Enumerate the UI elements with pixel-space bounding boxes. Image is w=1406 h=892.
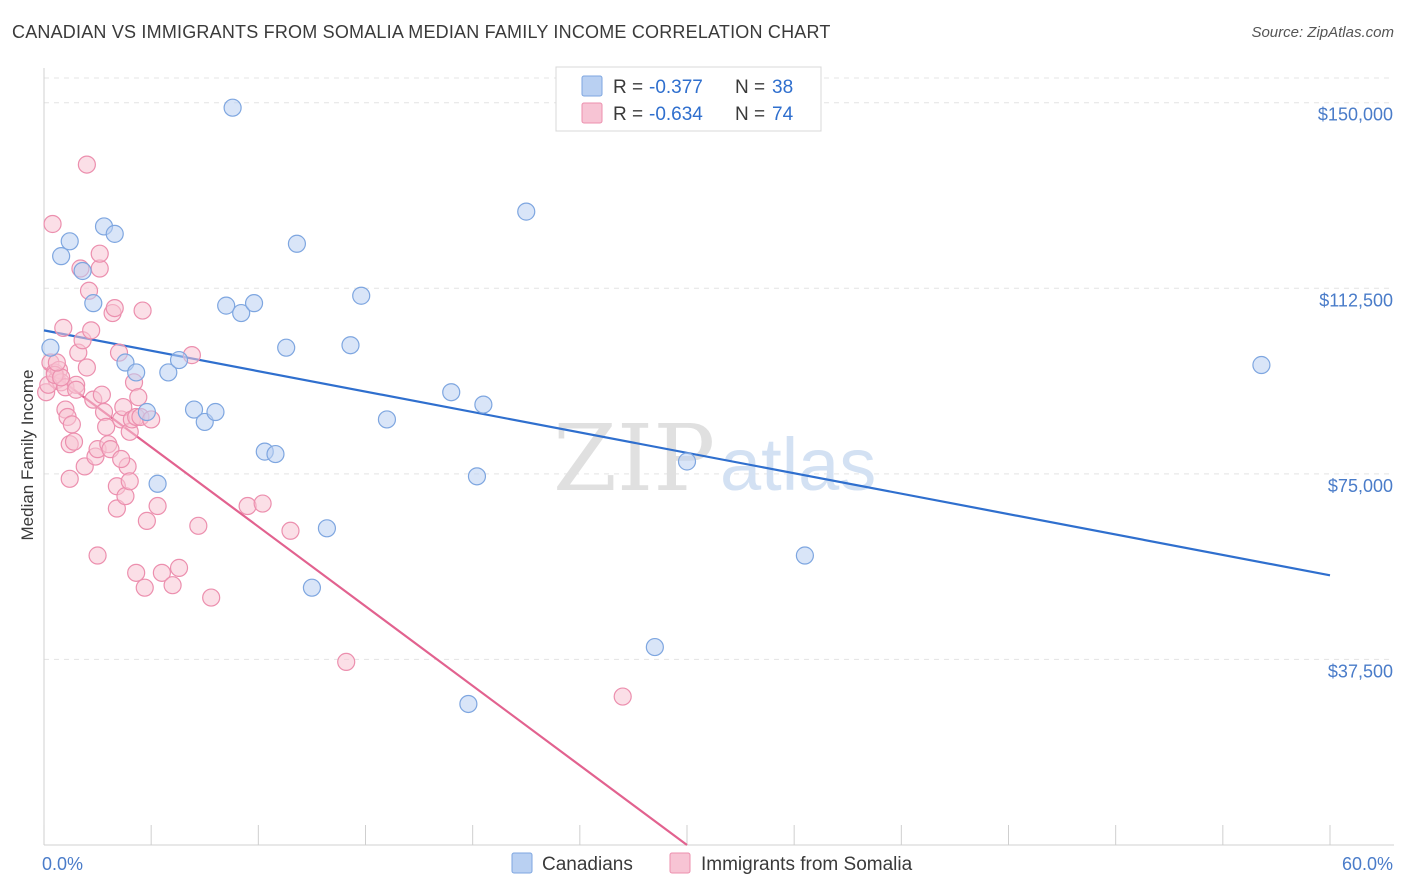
legend-swatch-somalia (581, 102, 603, 124)
legend: R = -0.377 N = 38 R = -0.634 N = 74 (555, 66, 822, 132)
point-somalia (62, 415, 81, 434)
y-tick-label: $75,000 (1328, 476, 1393, 496)
legend-n-value-1: 38 (772, 77, 793, 98)
point-canadians (277, 338, 296, 357)
y-tick-label: $150,000 (1318, 105, 1393, 125)
legend-r-value-1: -0.377 (649, 77, 703, 98)
point-somalia (281, 521, 300, 540)
point-canadians (677, 452, 697, 471)
point-canadians (217, 296, 236, 315)
point-canadians (459, 694, 478, 714)
point-somalia (169, 558, 189, 577)
trend-line-somalia (43, 366, 688, 846)
point-somalia (337, 652, 356, 672)
point-somalia (82, 321, 101, 340)
point-canadians (223, 98, 242, 117)
source-label: Source: ZipAtlas.com (1251, 24, 1394, 41)
point-somalia (112, 449, 131, 469)
point-somalia (114, 397, 133, 417)
point-canadians (60, 232, 79, 251)
y-tick-label: $37,500 (1328, 661, 1393, 681)
point-somalia (107, 499, 126, 518)
point-somalia (60, 469, 79, 488)
point-canadians (169, 350, 189, 370)
point-canadians (341, 336, 360, 355)
legend-n-value-2: 74 (772, 104, 794, 125)
point-somalia (127, 563, 146, 582)
point-canadians (645, 637, 664, 657)
point-canadians (266, 444, 285, 464)
bottom-legend-canadians: Canadians (542, 854, 633, 875)
point-somalia (64, 432, 84, 451)
point-somalia (253, 494, 272, 513)
point-somalia (202, 588, 221, 607)
chart-title: CANADIAN VS IMMIGRANTS FROM SOMALIA MEDI… (12, 22, 831, 42)
point-somalia (43, 214, 62, 234)
x-tick-label-max: 60.0% (1342, 854, 1393, 874)
point-canadians (184, 400, 204, 419)
point-somalia (152, 563, 171, 582)
point-canadians (517, 202, 536, 221)
point-canadians (137, 402, 156, 422)
point-canadians (232, 303, 251, 323)
point-somalia (133, 301, 152, 320)
point-canadians (795, 546, 814, 565)
point-somalia (67, 380, 86, 399)
point-somalia (120, 472, 139, 491)
legend-swatch-canadians (581, 75, 603, 97)
legend-r-label-1: R = (613, 77, 643, 98)
point-somalia (90, 244, 109, 263)
point-canadians (105, 224, 124, 243)
point-canadians (206, 402, 225, 422)
legend-r-value-2: -0.634 (649, 104, 703, 125)
point-canadians (148, 474, 167, 493)
point-somalia (54, 318, 73, 337)
point-somalia (92, 385, 111, 404)
point-somalia (94, 402, 114, 422)
data-points (37, 98, 1271, 714)
point-canadians (377, 410, 397, 429)
point-somalia (189, 516, 208, 535)
y-tick-label: $112,500 (1319, 290, 1393, 310)
point-somalia (163, 576, 182, 595)
point-canadians (442, 383, 461, 402)
bottom-legend-swatch-canadians (511, 852, 533, 874)
legend-n-label-1: N = (735, 77, 765, 98)
point-canadians (84, 294, 103, 313)
bottom-legend-swatch-somalia (669, 852, 691, 874)
legend-r-label-2: R = (613, 104, 643, 125)
point-somalia (129, 388, 148, 407)
point-somalia (105, 299, 124, 318)
x-tick-label-min: 0.0% (42, 854, 83, 874)
point-somalia (137, 511, 156, 530)
point-somalia (97, 417, 116, 436)
bottom-legend-somalia: Immigrants from Somalia (701, 854, 913, 875)
point-canadians (127, 363, 146, 382)
point-canadians (287, 234, 307, 253)
point-somalia (77, 358, 96, 377)
point-canadians (302, 578, 322, 597)
point-canadians (73, 261, 92, 281)
point-somalia (148, 496, 167, 516)
point-canadians (41, 338, 60, 357)
legend-n-label-2: N = (735, 104, 765, 125)
point-canadians (352, 286, 371, 305)
y-axis-label: Median Family Income (18, 369, 37, 540)
point-canadians (474, 395, 493, 414)
point-somalia (135, 578, 154, 597)
point-somalia (238, 496, 257, 516)
point-canadians (159, 363, 178, 382)
point-canadians (317, 519, 337, 538)
axes: $37,500 $75,000 $112,500 $150,000 (43, 68, 1394, 846)
point-somalia (77, 155, 96, 174)
point-somalia (88, 546, 107, 565)
point-somalia (613, 687, 632, 706)
bottom-legend: Canadians Immigrants from Somalia (511, 852, 913, 875)
point-canadians (244, 294, 264, 313)
point-canadians (52, 247, 71, 266)
point-canadians (467, 467, 487, 486)
point-canadians (1252, 355, 1271, 375)
